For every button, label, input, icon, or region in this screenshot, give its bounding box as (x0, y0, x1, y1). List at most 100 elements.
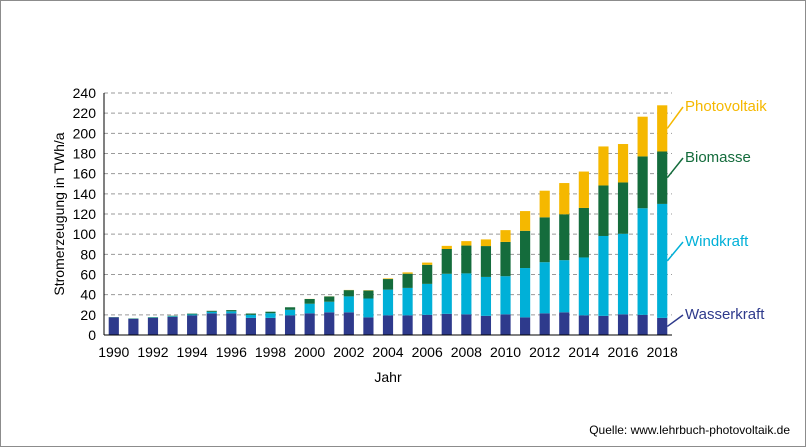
source-label: Quelle: www.lehrbuch-photovoltaik.de (589, 423, 790, 437)
x-tick-label: 1998 (255, 344, 286, 360)
bar-wasserkraft-2014 (578, 315, 589, 335)
bar-wasserkraft-2006 (422, 314, 433, 335)
bar-windkraft-2016 (617, 233, 629, 315)
bar-biomasse-2017 (637, 156, 648, 209)
y-tick-label: 160 (73, 166, 97, 182)
bar-wasserkraft-1996 (226, 313, 237, 335)
bar-biomasse-1998 (265, 311, 276, 314)
bar-windkraft-2018 (657, 203, 668, 318)
bar-windkraft-1993 (167, 316, 178, 317)
bar-biomasse-2013 (559, 214, 570, 261)
bar-biomasse-2007 (441, 248, 452, 274)
legend-leader-windkraft (666, 241, 684, 262)
x-tick-label: 1996 (216, 344, 247, 360)
bar-photovoltaik-2014 (578, 171, 589, 208)
bar-wasserkraft-2004 (382, 315, 394, 335)
bar-biomasse-2012 (539, 217, 550, 263)
bar-windkraft-2001 (324, 301, 335, 313)
legend-leader-wasserkraft (666, 314, 684, 328)
y-tick-label: 120 (73, 206, 97, 222)
legend-leader-photovoltaik (666, 106, 684, 129)
bar-biomasse-1995 (206, 310, 217, 312)
bar-photovoltaik-2015 (598, 146, 609, 186)
y-tick-label: 20 (80, 307, 96, 323)
x-tick-label: 2006 (412, 344, 443, 360)
bar-wasserkraft-2008 (461, 314, 472, 335)
bar-photovoltaik-2010 (500, 230, 511, 242)
bar-biomasse-2008 (461, 245, 472, 274)
bar-photovoltaik-2011 (520, 211, 531, 231)
bar-windkraft-2008 (461, 273, 472, 315)
bar-wasserkraft-2001 (324, 312, 335, 335)
x-tick-label: 2000 (294, 344, 325, 360)
bar-photovoltaik-2008 (461, 241, 472, 246)
bar-windkraft-1999 (284, 309, 296, 316)
bar-biomasse-2015 (598, 185, 609, 236)
bar-wasserkraft-2005 (402, 315, 413, 335)
bar-windkraft-1996 (226, 311, 237, 314)
bar-biomasse-2005 (402, 273, 413, 288)
bar-biomasse-2010 (500, 241, 511, 277)
bar-photovoltaik-2004 (382, 278, 394, 280)
bar-wasserkraft-2011 (520, 317, 531, 335)
bar-wasserkraft-2007 (441, 313, 452, 335)
bar-photovoltaik-2012 (539, 190, 550, 218)
y-tick-label: 80 (80, 246, 96, 262)
bar-biomasse-2014 (578, 207, 589, 258)
bar-wasserkraft-2015 (598, 315, 609, 335)
x-tick-label: 2012 (529, 344, 560, 360)
bar-windkraft-2014 (578, 257, 589, 316)
bar-windkraft-2013 (559, 260, 570, 313)
axes (103, 93, 672, 336)
y-tick-label: 0 (88, 327, 96, 343)
bar-biomasse-2003 (363, 290, 374, 299)
x-tick-label: 2008 (451, 344, 482, 360)
x-tick-label: 2018 (647, 344, 678, 360)
bar-biomasse-1993 (167, 315, 178, 317)
bar-wasserkraft-2000 (304, 313, 315, 335)
x-tick-label: 2010 (490, 344, 521, 360)
bar-wasserkraft-2013 (559, 312, 570, 335)
bar-biomasse-1999 (284, 307, 296, 310)
legend-leader-biomasse (666, 157, 684, 179)
bar-windkraft-2003 (363, 298, 374, 318)
bar-wasserkraft-1994 (187, 315, 198, 335)
bar-biomasse-2000 (304, 299, 315, 304)
bar-biomasse-2016 (617, 182, 629, 234)
legend: Wasserkraft Windkraft Biomasse Photovoltaik (666, 98, 767, 328)
legend-label-windkraft: Windkraft (685, 233, 749, 250)
bar-wasserkraft-2012 (539, 313, 550, 335)
legend-label-wasserkraft: Wasserkraft (685, 306, 765, 323)
bar-wasserkraft-2009 (480, 315, 492, 335)
x-tick-label: 2004 (372, 344, 403, 360)
bar-windkraft-1998 (265, 313, 276, 318)
bar-windkraft-2009 (480, 276, 492, 316)
bar-windkraft-2015 (598, 235, 609, 316)
bar-wasserkraft-1991 (128, 318, 139, 335)
legend-label-photovoltaik: Photovoltaik (685, 98, 767, 115)
legend-label-biomasse: Biomasse (685, 149, 751, 166)
bar-wasserkraft-2016 (617, 314, 629, 335)
bar-wasserkraft-2017 (637, 314, 648, 335)
y-tick-label: 100 (73, 226, 97, 242)
bar-windkraft-2000 (304, 303, 315, 314)
bars (108, 105, 668, 335)
y-tick-label: 200 (73, 125, 97, 141)
bar-wasserkraft-1992 (147, 317, 159, 335)
x-tick-label: 2016 (607, 344, 638, 360)
x-tick-labels: 1990 1992 1994 1996 1998 2000 2002 2004 2006 2008… (98, 344, 678, 360)
y-tick-label: 140 (73, 186, 97, 202)
bar-photovoltaik-2007 (441, 245, 452, 249)
bar-wasserkraft-1998 (265, 317, 276, 335)
bar-photovoltaik-2018 (657, 105, 668, 152)
bar-biomasse-1996 (226, 310, 237, 312)
bar-biomasse-2011 (520, 230, 531, 269)
y-tick-labels: 0 20 40 60 80 100 120 140 160 180 200 220 240 (73, 85, 97, 343)
x-tick-label: 1992 (137, 344, 168, 360)
bar-wasserkraft-1997 (245, 317, 256, 335)
y-axis-label: Stromerzeugung in TWh/a (51, 132, 67, 295)
bar-photovoltaik-2006 (422, 262, 433, 265)
bar-biomasse-2002 (343, 290, 354, 297)
y-tick-label: 40 (80, 287, 96, 303)
